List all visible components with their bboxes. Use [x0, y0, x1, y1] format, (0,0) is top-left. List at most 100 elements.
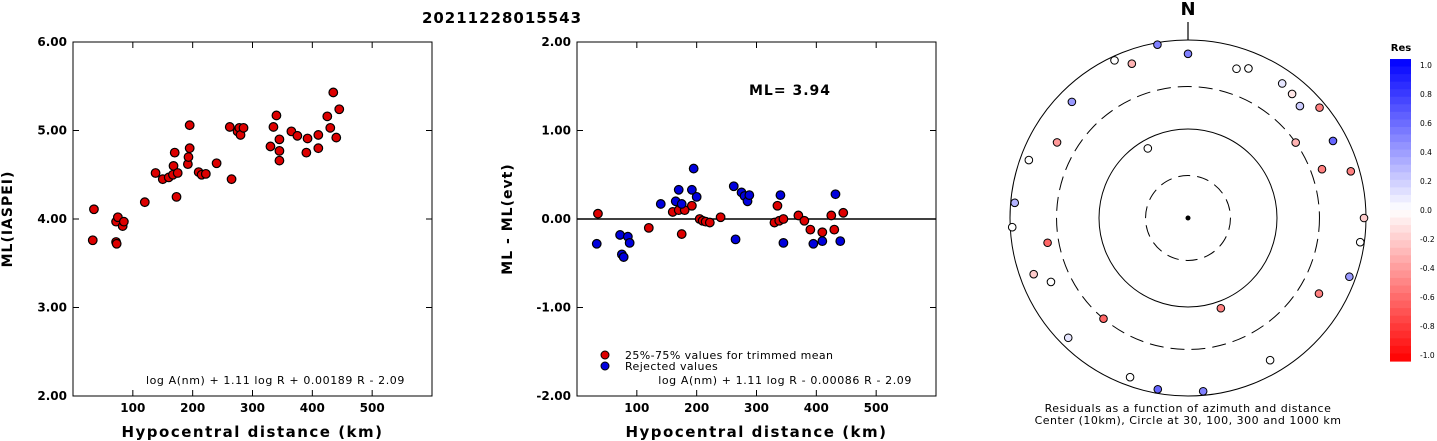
data-point [686, 200, 697, 211]
colorbar-segment [1390, 59, 1411, 68]
x-axis-label: Hypocentral distance (km) [625, 423, 887, 441]
polar-caption-line2: Center (10km), Circle at 30, 100, 300 an… [1035, 414, 1342, 427]
legend-marker [600, 350, 610, 360]
data-point [87, 235, 98, 246]
station-point [1216, 303, 1226, 313]
station-point [1314, 289, 1324, 298]
station-point [1328, 136, 1338, 146]
data-point [676, 229, 687, 239]
colorbar-segment [1390, 142, 1411, 151]
data-point [89, 204, 99, 215]
colorbar-segment [1390, 247, 1411, 256]
station-point [1198, 386, 1208, 396]
station-point [1099, 314, 1108, 324]
x-axis-label: Hypocentral distance (km) [121, 423, 383, 441]
y-tick-label: -1.00 [536, 301, 571, 315]
station-point [1052, 138, 1062, 147]
station-point [1287, 89, 1297, 99]
data-point [171, 191, 182, 202]
colorbar-tick-label: -0.4 [1420, 264, 1435, 273]
station-point [1046, 277, 1056, 287]
data-point [334, 104, 345, 115]
data-point [150, 168, 161, 178]
colorbar-tick-label: 0.8 [1420, 90, 1432, 99]
y-tick-label: 3.00 [37, 301, 67, 315]
colorbar-tick-label: 0.6 [1420, 119, 1432, 128]
y-tick-label: 0.00 [541, 212, 571, 226]
station-point [1007, 222, 1017, 232]
data-point [676, 199, 687, 209]
colorbar-segment [1390, 323, 1411, 332]
station-point [1232, 64, 1241, 74]
station-point [1355, 237, 1365, 247]
station-point [1345, 272, 1354, 282]
data-point [211, 158, 222, 169]
colorbar-segment [1390, 210, 1411, 219]
colorbar-tick-label: -0.2 [1420, 235, 1435, 244]
station-point [1110, 56, 1119, 65]
data-point [688, 163, 699, 174]
colorbar-segment [1390, 232, 1411, 241]
station-point [1043, 238, 1052, 248]
data-point [226, 174, 237, 185]
x-tick-label: 500 [864, 401, 889, 415]
colorbar-segment [1390, 157, 1411, 166]
data-point [830, 189, 841, 200]
station-point [1143, 144, 1153, 153]
x-tick-label: 400 [300, 401, 325, 415]
data-point [778, 237, 789, 248]
data-point [772, 200, 783, 211]
colorbar-segment [1390, 187, 1411, 196]
range-circle-300km [1056, 86, 1320, 350]
colorbar-segment [1390, 285, 1411, 294]
colorbar-segment [1390, 104, 1411, 113]
data-point [673, 184, 684, 195]
y-tick-label: 2.00 [541, 35, 571, 49]
data-point [238, 122, 249, 133]
colorbar-segment [1390, 293, 1411, 302]
station-point [1029, 269, 1038, 279]
colorbar-segment [1390, 81, 1411, 90]
colorbar-tick-label: -1.0 [1420, 351, 1435, 360]
colorbar-tick-label: -0.8 [1420, 322, 1435, 331]
colorbar-segment [1390, 134, 1411, 143]
data-point [618, 252, 629, 262]
station-point [1153, 384, 1163, 394]
colorbar-segment [1390, 74, 1411, 83]
data-point [778, 214, 789, 224]
data-point [271, 110, 282, 121]
data-point [328, 87, 339, 98]
epicenter-dot [1185, 215, 1191, 221]
colorbar-tick-label: 0.2 [1420, 177, 1432, 186]
data-point [184, 120, 195, 131]
data-point [686, 184, 697, 195]
colorbar-segment [1390, 66, 1411, 75]
x-tick-label: 500 [360, 401, 385, 415]
data-point [744, 190, 755, 201]
data-point [301, 147, 312, 158]
colorbar-segment [1390, 217, 1411, 226]
data-point [591, 238, 602, 249]
data-point [224, 122, 235, 132]
x-tick-label: 300 [240, 401, 265, 415]
station-point [1291, 138, 1300, 147]
colorbar-segment [1390, 308, 1411, 317]
data-point [835, 236, 846, 247]
station-point [1010, 198, 1020, 208]
data-point [775, 190, 786, 201]
y-tick-label: 1.00 [541, 124, 571, 138]
data-point [168, 160, 179, 171]
y-axis-label: ML(IASPEI) [0, 171, 16, 268]
data-point [624, 237, 635, 248]
data-point [268, 122, 279, 132]
data-point [274, 145, 285, 156]
data-point [322, 111, 333, 122]
station-point [1346, 167, 1356, 176]
station-point [1315, 103, 1324, 112]
data-point [313, 130, 324, 140]
polar-caption-line1: Residuals as a function of azimuth and d… [1045, 402, 1332, 415]
data-point [274, 155, 285, 166]
x-tick-label: 400 [804, 401, 829, 415]
